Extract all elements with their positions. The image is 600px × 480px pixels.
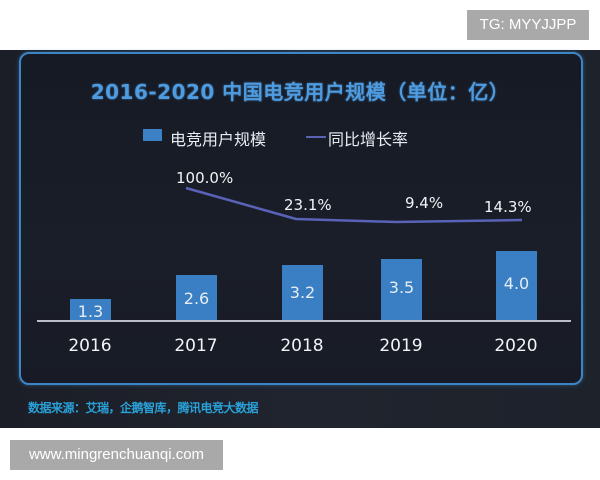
watermark-tg: TG: MYYJJPP — [467, 10, 589, 40]
data-source-note: 数据来源：艾瑞，企鹅智库，腾讯电竞大数据 — [28, 401, 259, 415]
x-tick-2019: 2019 — [379, 336, 423, 356]
legend-line-label: 同比增长率 — [328, 130, 409, 149]
x-tick-2016: 2016 — [68, 336, 112, 356]
x-tick-2017: 2017 — [174, 336, 218, 356]
plot-area: 100.0% 23.1% 9.4% 14.3% 1.3 2.6 3.2 3.5 … — [0, 50, 600, 428]
bar-label-2018: 3.2 — [289, 283, 316, 302]
x-tick-2018: 2018 — [280, 336, 324, 356]
bar-2019 — [381, 259, 422, 321]
x-tick-2020: 2020 — [494, 336, 538, 356]
growth-label-2018: 23.1% — [284, 196, 332, 214]
chart-legend: 电竞用户规模 同比增长率 — [0, 126, 600, 149]
bar-label-2017: 2.6 — [183, 289, 210, 308]
growth-label-2017: 100.0% — [176, 169, 234, 187]
x-axis-line — [37, 320, 571, 322]
legend-bar-swatch-icon — [143, 129, 162, 141]
bar-2018 — [282, 265, 323, 321]
growth-label-2020: 14.3% — [484, 198, 532, 216]
bar-label-2020: 4.0 — [503, 274, 530, 293]
watermark-site: www.mingrenchuanqi.com — [10, 440, 223, 470]
legend-bar-label: 电竞用户规模 — [170, 130, 267, 149]
bar-2020 — [496, 251, 537, 321]
chart-slide: 2016-2020 中国电竞用户规模（单位：亿） 电竞用户规模 同比增长率 10… — [0, 50, 600, 428]
growth-line — [185, 186, 523, 224]
bar-label-2016: 1.3 — [77, 302, 104, 321]
bar-2017 — [176, 275, 217, 321]
bar-label-2019: 3.5 — [388, 278, 415, 297]
growth-label-2019: 9.4% — [405, 194, 444, 212]
legend-line-swatch-icon — [306, 136, 326, 138]
bar-2016 — [70, 299, 111, 321]
chart-title: 2016-2020 中国电竞用户规模（单位：亿） — [90, 80, 510, 104]
